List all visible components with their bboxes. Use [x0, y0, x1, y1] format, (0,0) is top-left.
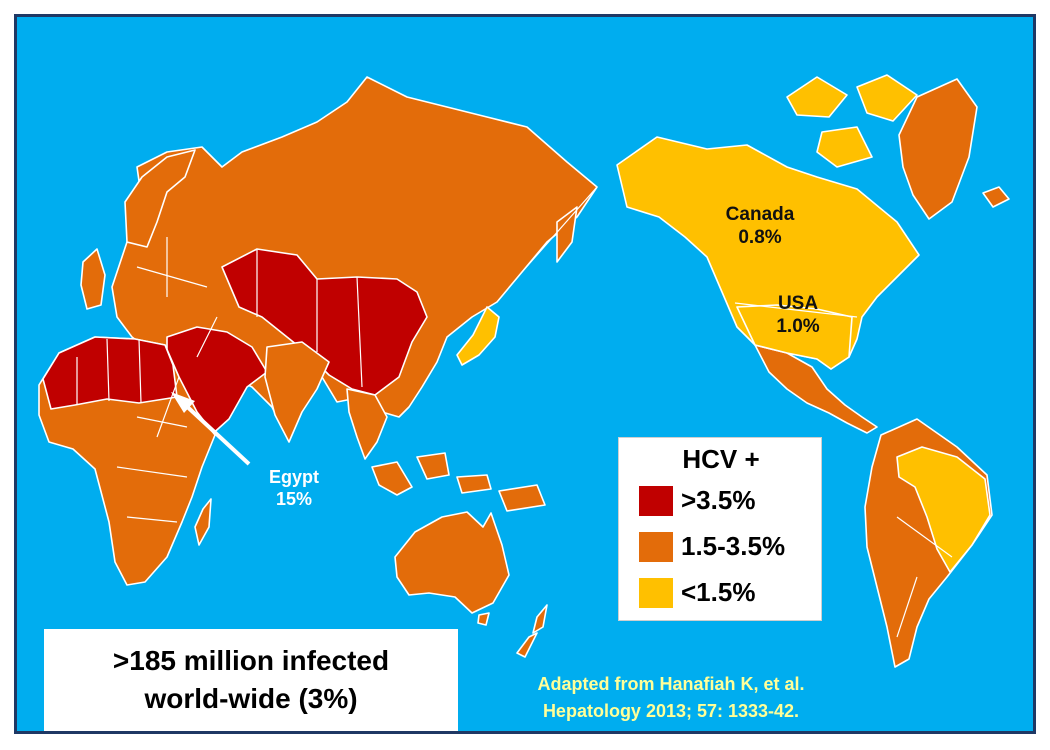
global-stat-line2: world-wide (3%)	[144, 683, 358, 715]
global-stat-text: >185 million infected world-wide (3%)	[44, 642, 458, 718]
legend-label-mid: 1.5-3.5%	[681, 531, 786, 561]
border-usa-canada	[734, 302, 858, 318]
citation-line2: Hepatology 2013; 57: 1333-42.	[542, 701, 800, 721]
region-se-asia	[346, 388, 388, 460]
region-india	[264, 341, 330, 443]
region-greenland	[898, 78, 978, 220]
canada-name: Canada	[725, 204, 795, 225]
region-arctic-islands	[786, 74, 918, 168]
region-tasmania	[477, 612, 490, 626]
egypt-value: 15%	[275, 488, 313, 509]
usa-value: 1.0%	[776, 316, 820, 338]
region-north-africa-high	[42, 336, 178, 410]
region-australia	[394, 511, 510, 614]
world-map	[38, 74, 1010, 668]
region-iceland	[982, 186, 1010, 208]
citation-line1: Adapted from Hanafiah K, et al.	[537, 674, 805, 694]
global-stat-line1: >185 million infected	[112, 645, 390, 676]
region-britain	[80, 248, 106, 310]
region-indonesia	[371, 452, 546, 512]
egypt-annotation: Egypt 15%	[259, 467, 329, 511]
legend-swatch-mid	[639, 532, 673, 562]
legend-swatch-low	[639, 578, 673, 608]
legend-label-high: >3.5%	[681, 485, 756, 515]
region-central-asia-high	[221, 248, 428, 396]
region-brazil	[896, 446, 991, 573]
egypt-name: Egypt	[268, 467, 319, 487]
canada-annotation: Canada 0.8%	[705, 203, 815, 249]
legend: HCV + >3.5% 1.5-3.5% <1.5%	[618, 437, 822, 621]
canada-value: 0.8%	[738, 227, 782, 249]
legend-label-low: <1.5%	[681, 577, 756, 607]
legend-title: HCV +	[682, 444, 760, 474]
global-stat-box: >185 million infected world-wide (3%)	[44, 629, 458, 731]
region-north-america	[616, 136, 920, 370]
egypt-arrowhead-icon	[171, 392, 195, 413]
usa-name: USA	[777, 293, 819, 314]
border-lines	[76, 186, 953, 638]
legend-swatch-high	[639, 486, 673, 516]
usa-annotation: USA 1.0%	[753, 292, 843, 338]
region-new-zealand	[516, 604, 548, 658]
region-mexico	[754, 344, 878, 434]
region-kamchatka	[556, 206, 578, 263]
citation: Adapted from Hanafiah K, et al. Hepatolo…	[471, 671, 871, 725]
region-madagascar	[194, 498, 212, 546]
region-usa	[736, 304, 853, 370]
region-japan	[456, 306, 500, 366]
egypt-arrow	[179, 399, 251, 466]
region-scandinavia	[124, 149, 196, 248]
map-panel: Canada 0.8% USA 1.0% Egypt 15% HCV + >3.…	[14, 14, 1036, 734]
